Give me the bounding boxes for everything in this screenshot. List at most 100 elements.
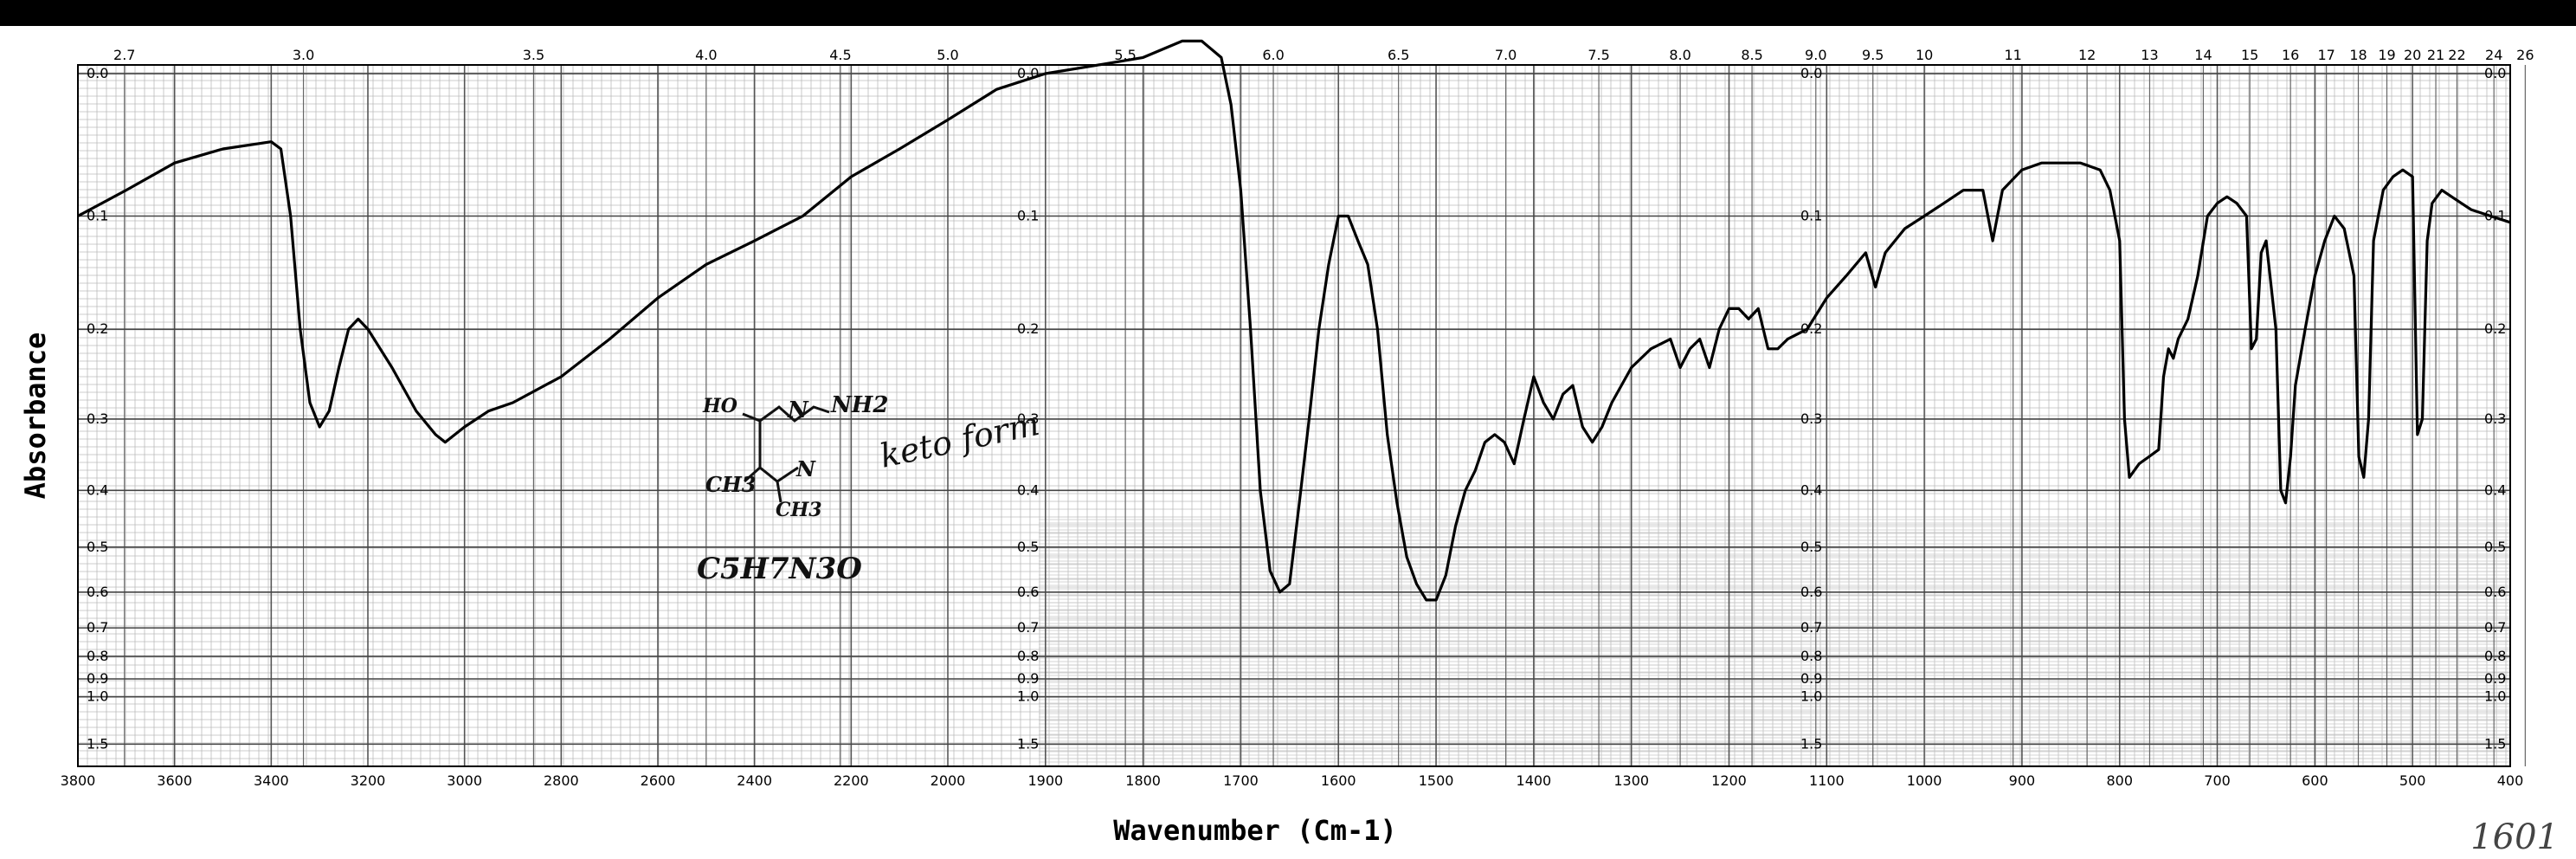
minor-grid xyxy=(77,64,2510,767)
micron-tick-label: 18 xyxy=(2349,47,2367,63)
absorbance-tick-label: 0.7 xyxy=(1017,619,1039,636)
absorbance-tick-label: 0.4 xyxy=(1800,481,1822,498)
absorbance-tick-label: 1.0 xyxy=(87,688,108,705)
spectrum-line xyxy=(77,39,2511,602)
structure-label-n2: N xyxy=(795,456,816,481)
micron-tick-label: 14 xyxy=(2194,47,2212,63)
absorbance-tick-label: 0.5 xyxy=(1800,539,1822,555)
x-tick-label: 3200 xyxy=(351,772,386,789)
micron-tick-label: 22 xyxy=(2448,47,2465,63)
micron-tick-label: 16 xyxy=(2282,47,2299,63)
absorbance-tick-label: 0.1 xyxy=(1800,208,1822,224)
plot-frame xyxy=(77,64,2511,767)
x-tick-label: 2800 xyxy=(544,772,579,789)
structure-sketch: HO N NH2 CH3 CH3 N keto form C5H7N3O xyxy=(697,392,1043,586)
absorbance-tick-label: 1.0 xyxy=(1800,688,1822,705)
absorbance-tick-label: 0.5 xyxy=(87,539,108,555)
x-tick-label: 1800 xyxy=(1125,772,1161,789)
micron-tick-label: 6.5 xyxy=(1388,47,1409,63)
x-tick-label: 700 xyxy=(2204,772,2231,789)
absorbance-tick-label: 0.7 xyxy=(87,619,108,636)
absorbance-tick-label: 0.3 xyxy=(2484,410,2506,427)
micron-tick-label: 7.0 xyxy=(1495,47,1517,63)
absorbance-tick-label: 0.8 xyxy=(2484,648,2506,664)
page-number-note: 1601 xyxy=(2470,817,2559,857)
x-tick-label: 2000 xyxy=(931,772,966,789)
absorbance-tick-label: 0.2 xyxy=(87,320,108,337)
micron-tick-label: 12 xyxy=(2078,47,2096,63)
absorbance-tick-label: 0.3 xyxy=(87,410,108,427)
structure-label-nh2: NH2 xyxy=(830,392,888,418)
absorbance-tick-label: 0.0 xyxy=(1800,65,1822,81)
micron-tick-label: 4.5 xyxy=(829,47,851,63)
x-tick-label: 1500 xyxy=(1419,772,1454,789)
absorbance-tick-label: 0.8 xyxy=(1800,648,1822,664)
x-tick-label: 600 xyxy=(2302,772,2328,789)
absorbance-tick-label: 0.8 xyxy=(87,648,108,664)
micron-tick-label: 3.5 xyxy=(523,47,544,63)
absorbance-tick-label: 0.7 xyxy=(1800,619,1822,636)
x-tick-label: 2200 xyxy=(834,772,869,789)
micron-tick-label: 24 xyxy=(2485,47,2502,63)
structure-label-ho: HO xyxy=(702,395,737,417)
absorbance-tick-label: 0.2 xyxy=(1017,320,1039,337)
micron-tick-label: 26 xyxy=(2516,47,2534,63)
top-black-bar xyxy=(0,0,2576,26)
micron-tick-label: 3.0 xyxy=(293,47,314,63)
micron-tick-label: 15 xyxy=(2241,47,2258,63)
absorbance-tick-label: 1.5 xyxy=(1017,735,1039,752)
absorbance-tick-label: 0.4 xyxy=(87,481,108,498)
x-tick-label: 3000 xyxy=(447,772,482,789)
micron-tick-label: 13 xyxy=(2141,47,2158,63)
absorbance-tick-label: 0.9 xyxy=(87,670,108,687)
absorbance-tick-label: 0.6 xyxy=(87,584,108,600)
x-tick-label: 1000 xyxy=(1907,772,1942,789)
x-tick-label: 500 xyxy=(2399,772,2426,789)
y-axis-label: Absorbance xyxy=(19,333,52,500)
x-tick-label: 3800 xyxy=(61,772,96,789)
x-tick-label: 2400 xyxy=(737,772,772,789)
micron-tick-label: 5.0 xyxy=(937,47,958,63)
absorbance-tick-label: 1.0 xyxy=(2484,688,2506,705)
absorbance-tick-label: 0.6 xyxy=(1017,584,1039,600)
micron-tick-label: 11 xyxy=(2005,47,2022,63)
micron-tick-label: 8.5 xyxy=(1741,47,1762,63)
x-tick-label: 1200 xyxy=(1711,772,1747,789)
absorbance-tick-label: 0.9 xyxy=(1800,670,1822,687)
micron-tick-label: 20 xyxy=(2404,47,2421,63)
absorbance-tick-label: 0.2 xyxy=(2484,320,2506,337)
x-tick-label: 1700 xyxy=(1223,772,1259,789)
micron-tick-label: 17 xyxy=(2317,47,2334,63)
absorbance-tick-label: 0.4 xyxy=(1017,481,1039,498)
absorbance-tick-label: 0.9 xyxy=(1017,670,1039,687)
micron-tick-label: 10 xyxy=(1916,47,1933,63)
x-axis-label: Wavenumber (Cm-1) xyxy=(1113,814,1397,847)
absorbance-tick-label: 0.0 xyxy=(87,65,108,81)
micron-tick-label: 4.0 xyxy=(695,47,717,63)
absorbance-tick-label: 1.5 xyxy=(87,735,108,752)
absorbance-tick-label: 1.5 xyxy=(1800,735,1822,752)
x-tick-label: 900 xyxy=(2009,772,2036,789)
x-tick-label: 1900 xyxy=(1027,772,1063,789)
absorbance-tick-labels: 0.0 0.0 0.0 0.00.1 0.1 0.1 0.10.2 0.2 0.2 0.20.3 0… xyxy=(87,65,2506,752)
micron-tick-labels: 2.7 3.0 3.5 4.0 4.5 5.0 5.5 6.0 6.5 7.0 7.5 8.0 8.5 9… xyxy=(113,47,2534,63)
absorbance-tick-label: 0.8 xyxy=(1017,648,1039,664)
absorbance-tick-label: 0.5 xyxy=(1017,539,1039,555)
structure-label-ch3-a: CH3 xyxy=(705,472,756,497)
x-tick-labels: 3800 3600 3400 3200 3000 2800 2600 2400 2200 2000… xyxy=(61,772,2524,789)
absorbance-tick-label: 0.5 xyxy=(2484,539,2506,555)
molecular-formula: C5H7N3O xyxy=(697,552,862,586)
absorbance-tick-label: 0.2 xyxy=(1800,320,1822,337)
x-tick-label: 1600 xyxy=(1321,772,1356,789)
absorbance-tick-label: 0.0 xyxy=(2484,65,2506,81)
x-tick-label: 3600 xyxy=(157,772,192,789)
micron-tick-label: 9.5 xyxy=(1862,47,1884,63)
absorbance-tick-label: 0.6 xyxy=(2484,584,2506,600)
absorbance-tick-label: 0.1 xyxy=(87,208,108,224)
absorbance-tick-label: 0.3 xyxy=(1800,410,1822,427)
structure-bonds xyxy=(742,405,830,503)
structure-label-ch3-b: CH3 xyxy=(776,499,822,521)
absorbance-tick-label: 1.5 xyxy=(2484,735,2506,752)
micron-tick-label: 6.0 xyxy=(1262,47,1284,63)
